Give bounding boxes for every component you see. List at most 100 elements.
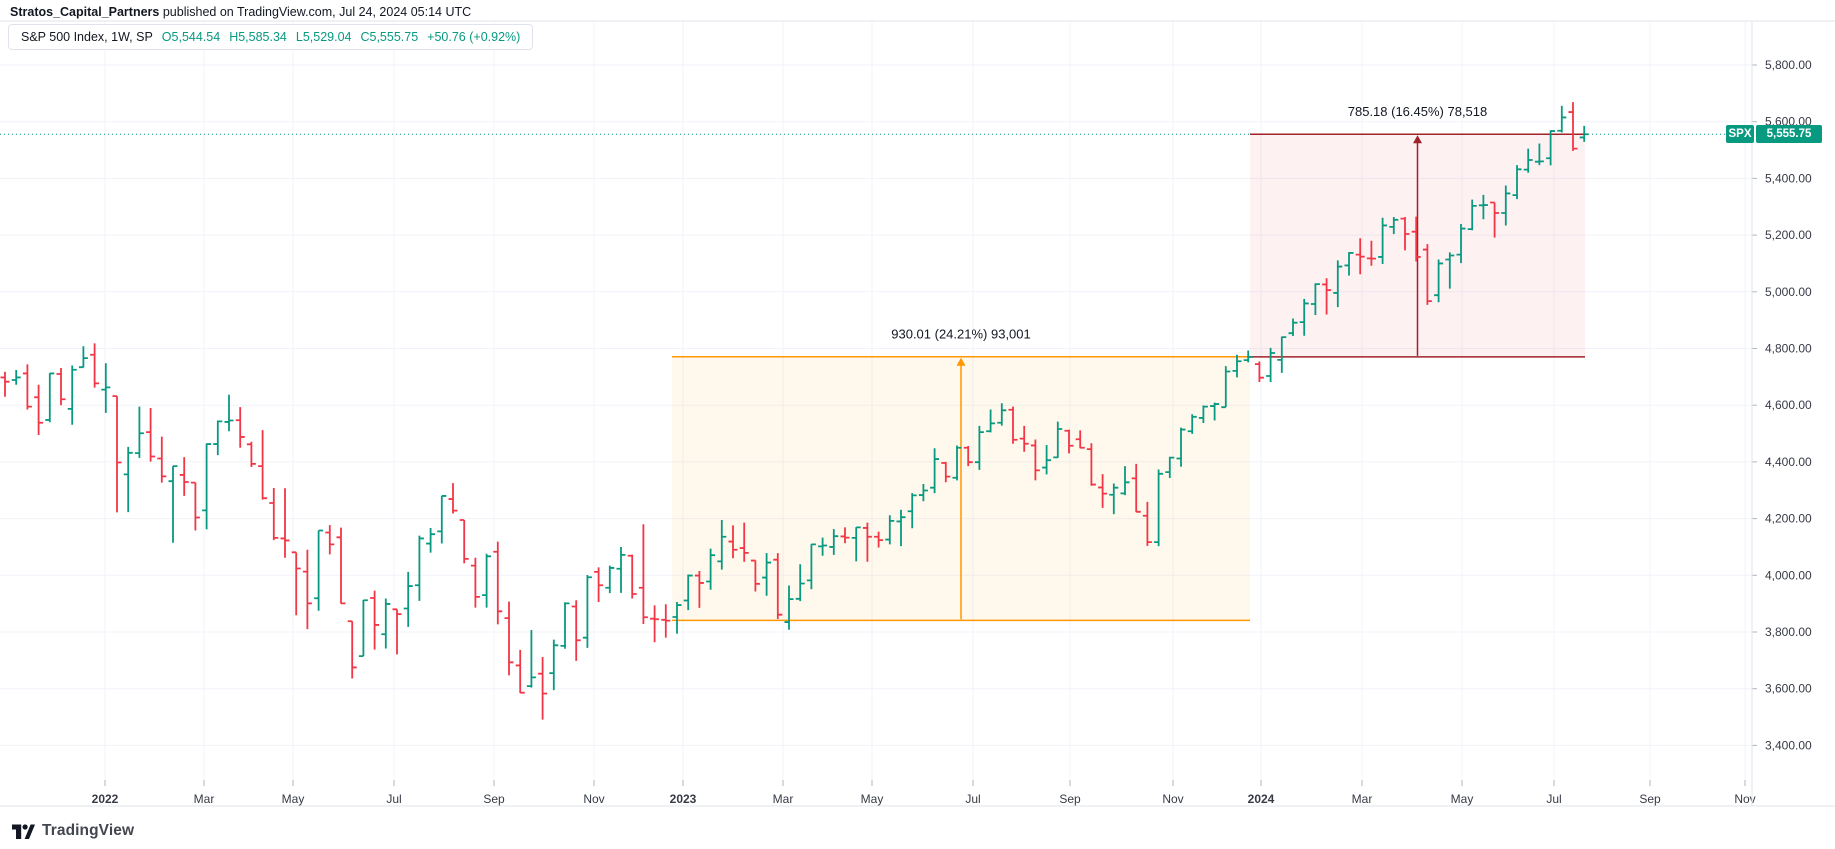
ohlc-bar bbox=[806, 543, 816, 590]
ohlc-bar bbox=[1086, 443, 1096, 486]
ohlc-bar bbox=[762, 553, 772, 596]
ohlc-bar bbox=[941, 461, 951, 483]
ohlc-bar bbox=[515, 649, 525, 694]
ohlc-bar bbox=[0, 371, 10, 397]
ohlc-bar bbox=[672, 601, 682, 634]
ohlc-bar bbox=[862, 522, 872, 562]
ohlc-bar bbox=[1490, 201, 1500, 238]
ohlc-bar bbox=[538, 656, 548, 720]
ohlc-bar bbox=[1579, 125, 1589, 142]
ohlc-bar bbox=[650, 605, 660, 643]
time-tick-label: May bbox=[1451, 792, 1474, 806]
price-tick-label: 4,800.00 bbox=[1765, 342, 1812, 356]
last-price-badge: 5,555.75 bbox=[1756, 125, 1822, 143]
ohlc-bar bbox=[224, 394, 234, 432]
ohlc-bar bbox=[11, 370, 21, 385]
ohlc-bar bbox=[381, 598, 391, 649]
ohlc-bar bbox=[504, 601, 514, 676]
ohlc-bar bbox=[918, 484, 928, 502]
ohlc-bar bbox=[1310, 283, 1320, 316]
ohlc-bar bbox=[448, 483, 458, 514]
time-tick-label: Nov bbox=[583, 792, 604, 806]
ohlc-bar bbox=[851, 526, 861, 562]
ohlc-bar bbox=[605, 565, 615, 594]
ohlc-bar bbox=[90, 343, 100, 388]
legend-low: L5,529.04 bbox=[295, 30, 352, 44]
ohlc-bar bbox=[1366, 240, 1376, 266]
time-tick-label: Nov bbox=[1162, 792, 1183, 806]
ohlc-bar bbox=[459, 519, 469, 564]
ohlc-bar bbox=[1422, 244, 1432, 305]
ohlc-bar bbox=[1232, 354, 1242, 378]
ohlc-bar bbox=[1142, 501, 1152, 546]
ohlc-bar bbox=[1400, 216, 1410, 251]
legend-open: O5,544.54 bbox=[161, 30, 221, 44]
price-tick-label: 4,000.00 bbox=[1765, 568, 1812, 582]
ohlc-bar bbox=[1131, 463, 1141, 513]
ohlc-bar bbox=[1557, 105, 1567, 133]
ohlc-bar bbox=[112, 395, 122, 513]
time-tick-label: Mar bbox=[1352, 792, 1373, 806]
ohlc-bar bbox=[840, 527, 850, 544]
ohlc-bar bbox=[1098, 474, 1108, 508]
ohlc-bar bbox=[571, 600, 581, 661]
ohlc-bar bbox=[235, 407, 245, 448]
time-tick-label: 2023 bbox=[670, 792, 697, 806]
ohlc-bar bbox=[661, 604, 671, 638]
price-range-2024-arrowhead bbox=[1413, 135, 1422, 144]
ohlc-bar bbox=[795, 564, 805, 602]
legend-series-title: S&P 500 Index, 1W, SP bbox=[21, 30, 153, 44]
ohlc-bar bbox=[1075, 430, 1085, 449]
tradingview-attribution[interactable]: TradingView bbox=[12, 822, 134, 840]
ohlc-bar bbox=[1434, 259, 1444, 303]
ohlc-bar bbox=[627, 554, 637, 599]
ohlc-bar bbox=[1389, 216, 1399, 234]
ohlc-bar bbox=[829, 529, 839, 555]
ohlc-bar bbox=[314, 529, 324, 611]
ohlc-bar bbox=[1053, 421, 1063, 459]
time-tick-label: Nov bbox=[1734, 792, 1755, 806]
ohlc-bar bbox=[638, 524, 648, 625]
ohlc-bar bbox=[426, 527, 436, 553]
ohlc-bar bbox=[1322, 278, 1332, 315]
ohlc-bar bbox=[1243, 350, 1253, 363]
time-tick-label: Mar bbox=[194, 792, 215, 806]
ohlc-bar bbox=[1042, 445, 1052, 475]
time-tick-label: Mar bbox=[773, 792, 794, 806]
ohlc-bar bbox=[997, 403, 1007, 426]
time-tick-label: Sep bbox=[483, 792, 505, 806]
ohlc-bar bbox=[1254, 361, 1264, 382]
ohlc-bar bbox=[1120, 466, 1130, 496]
ohlc-bar bbox=[1534, 143, 1544, 166]
time-tick-label: May bbox=[861, 792, 884, 806]
price-range-2024-label: 785.18 (16.45%) 78,518 bbox=[1348, 104, 1488, 119]
price-tick-label: 5,200.00 bbox=[1765, 228, 1812, 242]
ohlc-bar bbox=[213, 420, 223, 456]
ohlc-bar bbox=[874, 531, 884, 548]
ohlc-bar bbox=[952, 445, 962, 481]
ohlc-bar bbox=[885, 515, 895, 545]
ohlc-bar bbox=[1221, 366, 1231, 409]
price-tick-label: 3,600.00 bbox=[1765, 682, 1812, 696]
ohlc-bar bbox=[1333, 260, 1343, 308]
ohlc-bar bbox=[1064, 429, 1074, 454]
ohlc-bar bbox=[1467, 199, 1477, 231]
ohlc-bar bbox=[414, 535, 424, 601]
ohlc-bar bbox=[773, 553, 783, 619]
ohlc-bar bbox=[370, 590, 380, 650]
ohlc-bar bbox=[1277, 336, 1287, 373]
ohlc-bar bbox=[22, 364, 32, 410]
ohlc-bar bbox=[717, 520, 727, 570]
price-range-2023-label: 930.01 (24.21%) 93,001 bbox=[891, 327, 1031, 342]
price-tick-label: 5,800.00 bbox=[1765, 58, 1812, 72]
ohlc-bar bbox=[325, 525, 335, 555]
ohlc-bar bbox=[1344, 252, 1354, 276]
time-tick-label: 2022 bbox=[92, 792, 119, 806]
ohlc-bar bbox=[1210, 402, 1220, 421]
ohlc-bar bbox=[336, 527, 346, 605]
ohlc-bar bbox=[1008, 406, 1018, 444]
ohlc-bar bbox=[202, 443, 212, 530]
time-tick-label: Sep bbox=[1059, 792, 1081, 806]
ohlc-bar bbox=[907, 493, 917, 529]
